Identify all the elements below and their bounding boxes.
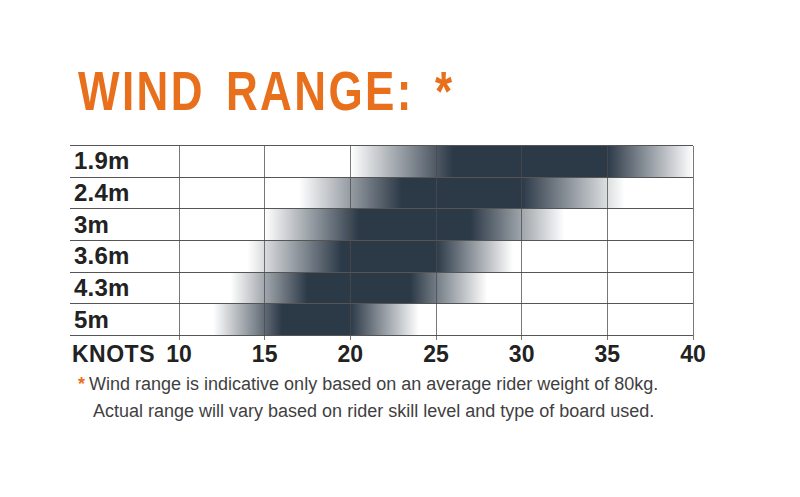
kite-size-label: 1.9m bbox=[74, 147, 130, 175]
footnote-line-1: *Wind range is indicative only based on … bbox=[78, 371, 658, 398]
footnote: *Wind range is indicative only based on … bbox=[78, 371, 658, 425]
knots-axis-label: KNOTS bbox=[72, 341, 155, 368]
kite-size-label: 3.6m bbox=[74, 242, 130, 270]
footnote-text-1: Wind range is indicative only based on a… bbox=[89, 374, 658, 394]
page-title: WIND RANGE: * bbox=[78, 64, 454, 119]
kite-size-label: 4.3m bbox=[74, 274, 130, 302]
axis-tick-label-25: 25 bbox=[423, 341, 449, 368]
kite-size-label: 5m bbox=[74, 306, 109, 334]
gridline-15-knots bbox=[264, 146, 265, 340]
gridline-20-knots bbox=[350, 146, 351, 340]
chart-row-3.6m: 3.6m bbox=[70, 241, 693, 273]
axis-tick-label-35: 35 bbox=[595, 341, 621, 368]
footnote-asterisk: * bbox=[78, 374, 85, 394]
gridline-40-knots bbox=[693, 146, 694, 340]
chart-row-2.4m: 2.4m bbox=[70, 178, 693, 210]
axis-tick-label-20: 20 bbox=[338, 341, 364, 368]
wind-range-chart: 1.9m 2.4m 3m 3.6m 4.3m 5m bbox=[70, 145, 693, 336]
chart-row-3m: 3m bbox=[70, 209, 693, 241]
axis-tick-label-40: 40 bbox=[680, 341, 706, 368]
gridline-25-knots bbox=[436, 146, 437, 340]
kite-size-label: 2.4m bbox=[74, 179, 130, 207]
chart-row-1.9m: 1.9m bbox=[70, 146, 693, 178]
chart-row-4.3m: 4.3m bbox=[70, 273, 693, 305]
axis-tick-label-30: 30 bbox=[509, 341, 535, 368]
axis-tick-label-15: 15 bbox=[252, 341, 278, 368]
chart-row-5m: 5m bbox=[70, 304, 693, 336]
gridline-30-knots bbox=[521, 146, 522, 340]
axis-tick-label-10: 10 bbox=[166, 341, 192, 368]
kite-size-label: 3m bbox=[74, 211, 109, 239]
footnote-text-2: Actual range will vary based on rider sk… bbox=[93, 398, 658, 425]
gridline-10-knots bbox=[179, 146, 180, 340]
gridline-35-knots bbox=[607, 146, 608, 340]
wind-range-infographic: WIND RANGE: * 1.9m 2.4m 3m 3.6m 4.3m 5m KNOTS… bbox=[0, 0, 800, 497]
